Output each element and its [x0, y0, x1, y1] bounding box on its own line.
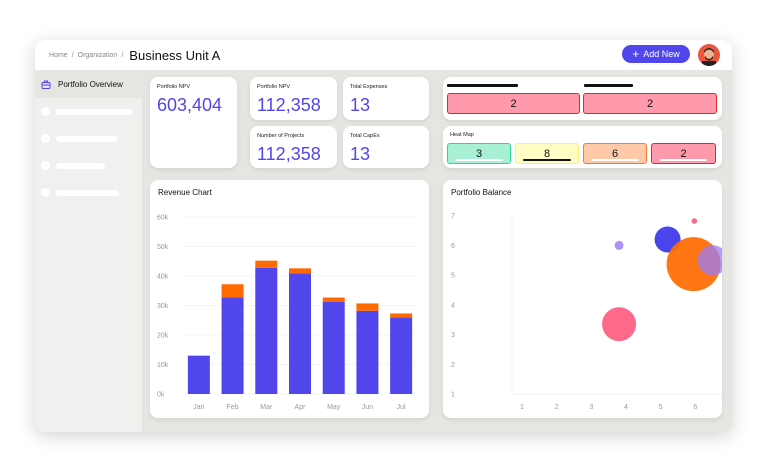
status-cell[interactable]: 2	[583, 93, 717, 114]
x-tick-label: 3	[589, 404, 593, 411]
bar-segment	[289, 268, 311, 274]
page-title: Business Unit A	[129, 47, 221, 63]
bar-segment	[390, 317, 413, 394]
status-card: 2 2	[443, 77, 722, 120]
status-cell[interactable]: 2	[447, 93, 580, 114]
sidebar-item-label: Portfolio Overview	[58, 79, 123, 89]
bar-segment	[322, 297, 345, 302]
kpi-card-portfolio-npv: Portfolio NPV 112,358	[250, 77, 337, 120]
user-avatar-icon	[702, 48, 716, 66]
app-window: Home / Organization / Business Unit A + A…	[35, 40, 732, 432]
x-tick-label: Feb	[227, 404, 239, 411]
y-tick-label: 5	[451, 273, 455, 280]
bar-segment	[322, 301, 345, 394]
bar-segment	[221, 284, 244, 298]
x-tick-label: May	[327, 404, 341, 411]
breadcrumb-home[interactable]: Home	[49, 51, 68, 59]
plus-icon: +	[632, 47, 640, 61]
x-tick-label: Apr	[295, 404, 307, 411]
kpi-card-portfolio-npv-main: Portfolio NPV 603,404	[150, 77, 237, 168]
bar-segment	[289, 273, 311, 394]
x-tick-label: 5	[659, 404, 663, 411]
bar-segment	[356, 310, 379, 394]
kpi-label: Portfolio NPV	[257, 84, 291, 90]
x-tick-label: 2	[555, 404, 559, 411]
kpi-label: Number of Projects	[257, 133, 305, 139]
kpi-value: 112,358	[257, 144, 321, 164]
add-new-label: Add New	[643, 49, 680, 59]
portfolio-balance-chart: 12345671234567	[451, 213, 722, 411]
sidebar-item-portfolio-overview[interactable]: Portfolio Overview	[35, 70, 142, 98]
y-tick-label: 40k	[157, 274, 169, 281]
x-tick-label: Jun	[362, 404, 373, 411]
y-tick-label: 7	[451, 213, 455, 220]
chart-title: Revenue Chart	[158, 188, 212, 197]
x-tick-label: 4	[624, 404, 628, 411]
y-tick-label: 20k	[157, 333, 169, 340]
bubble	[697, 245, 722, 276]
heat-map-cell[interactable]: 2	[651, 143, 716, 164]
y-tick-label: 6	[451, 243, 455, 250]
avatar[interactable]	[698, 44, 720, 66]
y-tick-label: 1	[451, 392, 455, 399]
y-tick-label: 3	[451, 332, 455, 339]
sidebar-item-placeholder[interactable]	[35, 98, 142, 125]
bubble	[602, 307, 637, 342]
sidebar-item-placeholder[interactable]	[35, 179, 142, 206]
y-tick-label: 10k	[157, 362, 169, 369]
heat-map-cell[interactable]: 8	[515, 143, 579, 164]
kpi-card-total-capex: Total CapEx 13	[343, 126, 429, 168]
bubble	[614, 240, 624, 250]
x-tick-label: 1	[520, 404, 524, 411]
revenue-chart: 0k 10k 20k 30k 40k 50k 60k Jan Feb Mar Apr May Jun Ju…	[157, 215, 418, 411]
y-tick-label: 0k	[157, 392, 165, 399]
y-tick-label: 30k	[157, 303, 169, 310]
kpi-card-number-of-projects: Number of Projects 112,358	[250, 126, 337, 168]
kpi-value: 13	[350, 144, 371, 164]
bar-segment	[356, 303, 379, 311]
heat-map-cell[interactable]: 3	[447, 143, 511, 164]
portfolio-balance-card: Portfolio Balance 12345671234567	[443, 180, 722, 418]
kpi-card-total-expenses: Total Expenses 13	[343, 77, 429, 120]
sidebar: Portfolio Overview	[35, 70, 142, 432]
heat-map-cell[interactable]: 6	[583, 143, 647, 164]
y-tick-label: 4	[451, 302, 455, 309]
bar-segment	[187, 355, 210, 394]
heat-map-label: Heat Map	[450, 132, 474, 138]
bar-segment	[390, 313, 413, 318]
label-placeholder	[584, 84, 633, 87]
kpi-value: 603,404	[157, 95, 223, 115]
x-tick-label: 6	[693, 404, 697, 411]
revenue-chart-card: Revenue Chart 0k 10k 20k 30k 40k 50k 60k Jan Feb…	[150, 180, 429, 418]
bar-segment	[221, 297, 244, 394]
kpi-label: Total CapEx	[350, 133, 380, 139]
y-tick-label: 2	[451, 362, 455, 369]
breadcrumb-organization[interactable]: Organization	[77, 51, 118, 59]
kpi-value: 112,358	[257, 95, 321, 115]
sidebar-item-placeholder[interactable]	[35, 125, 142, 152]
x-tick-label: Jul	[397, 404, 406, 411]
x-tick-label: Jan	[193, 404, 204, 411]
chart-title: Portfolio Balance	[451, 188, 512, 197]
y-tick-label: 60k	[157, 215, 169, 222]
sidebar-item-placeholder[interactable]	[35, 152, 142, 179]
heat-map-card: Heat Map 3 8 6 2	[443, 126, 722, 168]
y-tick-label: 50k	[157, 244, 169, 251]
kpi-label: Total Expenses	[350, 84, 388, 90]
bar-segment	[255, 260, 278, 268]
bubble	[691, 218, 698, 224]
x-tick-label: Mar	[260, 404, 273, 411]
briefcase-icon	[41, 80, 51, 89]
header: Home / Organization / Business Unit A + A…	[35, 40, 732, 70]
add-new-button[interactable]: + Add New	[622, 45, 690, 63]
breadcrumb-separator: /	[121, 51, 124, 59]
breadcrumb-separator: /	[71, 51, 74, 59]
kpi-label: Portfolio NPV	[157, 84, 191, 90]
kpi-value: 13	[350, 95, 371, 115]
bar-segment	[255, 267, 278, 394]
label-placeholder	[447, 84, 518, 87]
